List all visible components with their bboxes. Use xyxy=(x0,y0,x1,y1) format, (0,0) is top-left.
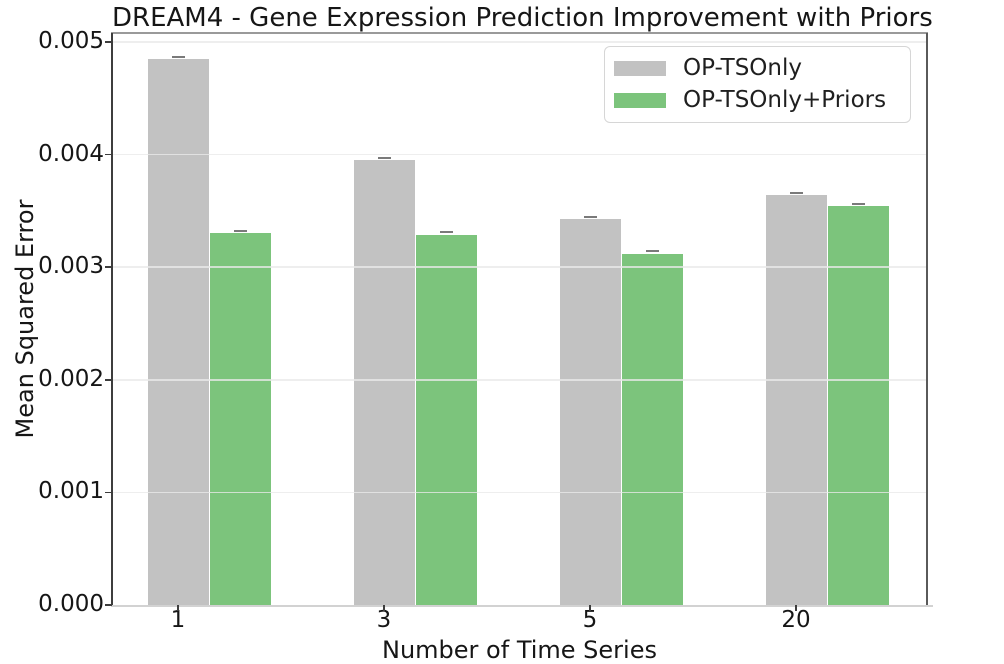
error-bar-cap xyxy=(377,156,391,159)
x-tick-mark xyxy=(383,605,385,611)
x-axis-line xyxy=(111,604,933,607)
gridline-0.004 xyxy=(112,153,927,156)
right-spine xyxy=(926,33,928,606)
error-bar-cap xyxy=(234,230,247,233)
x-axis-label: Number of Time Series xyxy=(382,636,657,664)
y-tick-mark xyxy=(105,153,112,156)
y-tick-mark xyxy=(105,41,112,43)
y-tick-label-0.004: 0.004 xyxy=(38,140,104,167)
legend-label: OP-TSOnly xyxy=(683,55,802,81)
x-tick-mark xyxy=(795,605,797,611)
error-bar-cap xyxy=(789,191,803,194)
legend: OP-TSOnly OP-TSOnly+Priors xyxy=(604,46,911,123)
top-spine xyxy=(111,32,928,34)
x-tick-label-1: 1 xyxy=(170,607,186,633)
x-tick-label-3: 3 xyxy=(376,607,392,633)
x-tick-mark xyxy=(589,605,591,611)
legend-swatch-gray xyxy=(614,60,666,77)
y-tick-mark xyxy=(105,379,112,381)
chart-title: DREAM4 - Gene Expression Prediction Impr… xyxy=(112,3,933,33)
error-bar-cap xyxy=(440,231,453,234)
error-bar-cap xyxy=(852,203,865,206)
bar-OP-TSOnly-x3 xyxy=(353,160,415,605)
bar-OP-TSOnly-x1 xyxy=(147,58,209,605)
y-tick-label-0.003: 0.003 xyxy=(38,253,104,280)
y-axis-label: Mean Squared Error xyxy=(11,199,39,439)
x-tick-label-5: 5 xyxy=(582,607,598,633)
bar-OP-TSOnly-x5 xyxy=(559,218,621,605)
error-bar-cap xyxy=(583,215,597,218)
legend-item-op-tsonly: OP-TSOnly xyxy=(614,56,910,82)
gridline-0.003 xyxy=(112,266,927,268)
y-tick-label-0.000: 0.000 xyxy=(38,591,104,617)
bar-OP-TSOnly+Priors-x1 xyxy=(210,233,271,605)
bar-OP-TSOnly+Priors-x5 xyxy=(622,253,683,605)
bar-OP-TSOnly+Priors-x20 xyxy=(828,206,889,605)
gridline-0.001 xyxy=(112,491,927,494)
y-tick-mark xyxy=(105,604,112,606)
legend-label: OP-TSOnly+Priors xyxy=(683,87,887,113)
y-tick-label-0.001: 0.001 xyxy=(38,478,104,505)
left-spine xyxy=(111,33,113,606)
y-tick-mark xyxy=(105,266,112,268)
bar-OP-TSOnly-x20 xyxy=(765,195,827,605)
gridline-0.005 xyxy=(112,41,927,43)
legend-item-op-tsonly-priors: OP-TSOnly+Priors xyxy=(614,88,910,114)
bar-OP-TSOnly+Priors-x3 xyxy=(416,234,477,605)
y-tick-label-0.005: 0.005 xyxy=(38,28,104,54)
gridline-0.002 xyxy=(112,379,927,381)
legend-swatch-green xyxy=(614,92,666,109)
y-tick-label-0.002: 0.002 xyxy=(38,365,104,392)
x-tick-label-20: 20 xyxy=(781,607,811,633)
y-tick-mark xyxy=(105,491,112,494)
plot-area xyxy=(111,32,933,607)
x-tick-mark xyxy=(177,605,179,611)
error-bar-cap xyxy=(171,55,185,58)
error-bar-cap xyxy=(646,250,659,253)
